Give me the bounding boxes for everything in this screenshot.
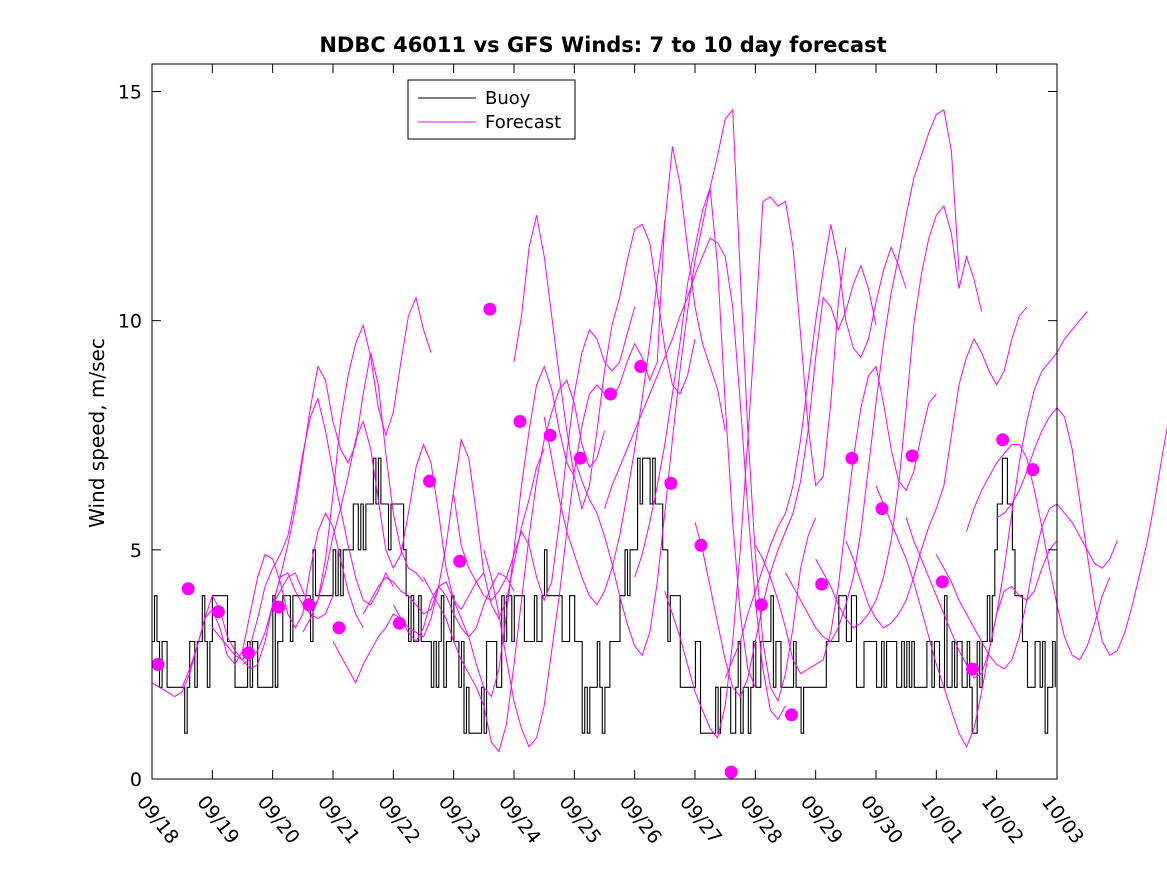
forecast-line-28 bbox=[966, 443, 1111, 661]
forecast-point-16 bbox=[634, 360, 648, 373]
y-tick-label: 5 bbox=[130, 540, 142, 562]
legend-buoy-label: Buoy bbox=[485, 88, 531, 109]
forecast-line-22 bbox=[785, 108, 960, 643]
forecast-line-3 bbox=[211, 396, 394, 661]
forecast-line-18 bbox=[664, 196, 847, 739]
forecast-point-6 bbox=[302, 598, 316, 612]
forecast-point-9 bbox=[423, 474, 436, 488]
forecast-line-17 bbox=[634, 108, 817, 703]
forecast-line-9 bbox=[392, 365, 575, 698]
forecast-point-21 bbox=[785, 708, 798, 722]
y-tick-label: 15 bbox=[118, 82, 142, 104]
forecast-point-11 bbox=[483, 302, 497, 316]
chart-title: NDBC 46011 vs GFS Winds: 7 to 10 day for… bbox=[319, 33, 886, 57]
forecast-point-22 bbox=[815, 577, 829, 591]
forecast-point-12 bbox=[513, 415, 527, 428]
forecast-point-14 bbox=[573, 451, 587, 465]
forecast-line-16 bbox=[604, 237, 786, 721]
y-axis-label: Wind speed, m/sec bbox=[85, 338, 109, 528]
forecast-line-24 bbox=[845, 306, 1028, 629]
forecast-point-8 bbox=[392, 616, 406, 630]
forecast-line-15 bbox=[573, 187, 756, 688]
forecast-line-2 bbox=[181, 512, 364, 688]
forecast-point-23 bbox=[845, 451, 859, 465]
forecast-point-3 bbox=[211, 605, 225, 619]
forecast-point-1 bbox=[151, 657, 165, 671]
forecast-point-18 bbox=[694, 538, 708, 552]
forecast-line-19 bbox=[694, 264, 877, 698]
axes-box bbox=[151, 63, 1058, 780]
forecast-line-8 bbox=[362, 437, 545, 620]
forecast-point-26 bbox=[935, 575, 949, 589]
legend-box bbox=[407, 79, 576, 140]
forecast-point-19 bbox=[724, 765, 738, 779]
forecast-point-5 bbox=[272, 600, 286, 614]
plot-area bbox=[151, 108, 1167, 779]
forecast-line-11 bbox=[453, 306, 636, 602]
forecast-line-20 bbox=[724, 224, 907, 679]
forecast-line-14 bbox=[543, 146, 726, 606]
legend-forecast-label: Forecast bbox=[485, 112, 561, 133]
forecast-line-10 bbox=[423, 379, 605, 753]
forecast-line-7 bbox=[332, 572, 515, 684]
forecast-point-28 bbox=[996, 433, 1010, 447]
forecast-line-27 bbox=[935, 503, 1118, 670]
forecast-line-29 bbox=[996, 406, 1167, 657]
forecast-point-20 bbox=[754, 598, 768, 612]
forecast-line-23 bbox=[815, 205, 983, 629]
forecast-point-10 bbox=[453, 554, 467, 568]
forecast-point-25 bbox=[905, 449, 919, 463]
forecast-point-15 bbox=[604, 387, 617, 401]
forecast-line-12 bbox=[483, 219, 666, 748]
forecast-line-5 bbox=[272, 296, 432, 611]
forecast-point-2 bbox=[181, 582, 195, 596]
forecast-point-24 bbox=[875, 502, 889, 516]
forecast-line-13 bbox=[513, 215, 696, 511]
forecast-line-21 bbox=[754, 365, 937, 675]
forecast-point-27 bbox=[966, 662, 979, 676]
y-tick-label: 0 bbox=[130, 769, 142, 791]
forecast-point-4 bbox=[242, 646, 255, 660]
forecast-point-7 bbox=[332, 621, 346, 635]
forecast-point-29 bbox=[1026, 463, 1040, 477]
y-tick-label: 10 bbox=[118, 311, 142, 333]
forecast-point-17 bbox=[664, 476, 678, 490]
legend: Buoy Forecast bbox=[407, 79, 576, 140]
forecast-point-13 bbox=[543, 428, 557, 442]
